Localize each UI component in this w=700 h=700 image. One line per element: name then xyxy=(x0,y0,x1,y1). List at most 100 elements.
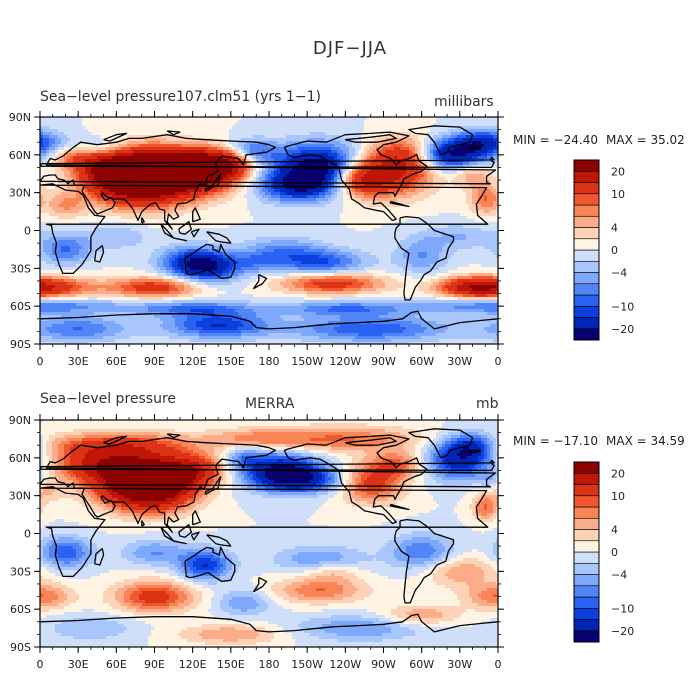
colorbar-label: 4 xyxy=(611,222,618,235)
x-tick-label: 150E xyxy=(217,355,245,368)
colorbar-label: 0 xyxy=(611,244,618,257)
coastline xyxy=(173,237,187,242)
coastline xyxy=(94,244,105,263)
colorbar-label: 20 xyxy=(611,467,625,480)
x-tick-label: 0 xyxy=(495,355,502,368)
colorbar-swatch xyxy=(573,607,600,620)
colorbar-label: −10 xyxy=(611,300,634,313)
coastline xyxy=(345,134,397,143)
coastline xyxy=(178,221,193,235)
coastline xyxy=(204,476,222,495)
pressure-field xyxy=(40,420,498,647)
x-tick-label: 60W xyxy=(409,355,434,368)
coastline xyxy=(166,433,181,439)
coastline xyxy=(204,173,222,192)
colorbar-swatch xyxy=(573,585,600,598)
x-tick-label: 90W xyxy=(371,658,396,671)
coastline xyxy=(40,183,489,275)
y-tick-label: 90S xyxy=(10,338,31,351)
x-tick-label: 120W xyxy=(329,658,361,671)
colorbar-label: −20 xyxy=(611,625,634,638)
colorbar-swatch xyxy=(573,461,600,474)
x-tick-label: 60E xyxy=(106,658,127,671)
coastline xyxy=(178,524,193,538)
y-tick-label: 0 xyxy=(24,225,31,238)
colorbar-label: −20 xyxy=(611,323,634,336)
colorbar-swatch xyxy=(573,574,600,587)
y-tick-label: 90S xyxy=(10,641,31,654)
x-tick-label: 120E xyxy=(179,658,207,671)
coastline xyxy=(283,131,428,222)
x-tick-label: 120E xyxy=(179,355,207,368)
coastline xyxy=(408,428,474,459)
coastline xyxy=(141,217,145,224)
coastline xyxy=(173,540,187,545)
y-tick-label: 60S xyxy=(10,603,31,616)
coastline xyxy=(166,130,181,136)
x-tick-label: 60W xyxy=(409,658,434,671)
y-tick-label: 60N xyxy=(9,149,31,162)
coastline xyxy=(469,449,481,454)
x-tick-label: 90E xyxy=(144,355,165,368)
colorbar-swatch xyxy=(573,506,600,519)
x-tick-label: 90E xyxy=(144,658,165,671)
colorbar-label: 20 xyxy=(611,165,625,178)
coastline xyxy=(345,437,397,446)
x-tick-label: 30E xyxy=(68,658,89,671)
colorbar-label: 10 xyxy=(611,490,625,503)
x-tick-label: 150W xyxy=(291,355,323,368)
colorbar-swatch xyxy=(573,472,600,485)
coastline xyxy=(40,459,495,472)
panel1-min-label: MIN = −24.40 xyxy=(513,133,598,147)
x-tick-label: 90W xyxy=(371,355,396,368)
colorbar-swatch xyxy=(573,551,600,564)
colorbar-swatch xyxy=(573,529,600,542)
x-tick-label: 60E xyxy=(106,355,127,368)
colorbar-label: 10 xyxy=(611,188,625,201)
y-tick-label: 30N xyxy=(9,187,31,200)
colorbar-label: −4 xyxy=(611,267,627,280)
y-tick-label: 90N xyxy=(9,414,31,427)
colorbar-swatch xyxy=(573,495,600,508)
colorbar-swatch xyxy=(573,562,600,575)
colorbar-swatch xyxy=(573,596,600,609)
colorbar-label: 0 xyxy=(611,546,618,559)
coastline xyxy=(408,125,474,156)
panel2-min-label: MIN = −17.10 xyxy=(513,434,598,448)
x-tick-label: 0 xyxy=(495,658,502,671)
coastline xyxy=(40,613,498,633)
coastline xyxy=(283,434,428,525)
figure-title: DJF−JJA xyxy=(0,38,700,59)
x-tick-label: 120W xyxy=(329,355,361,368)
coastline xyxy=(253,274,268,290)
x-tick-label: 180 xyxy=(259,658,280,671)
coastline xyxy=(394,518,455,604)
coastline xyxy=(389,200,410,208)
panel1-title: Sea−level pressure107.clm51 (yrs 1−1) xyxy=(40,89,321,105)
colorbar-swatch xyxy=(573,484,600,497)
panel1-colorbar: 20 10 4 0 −4 −10 −20 xyxy=(573,159,634,341)
coastline xyxy=(40,134,497,230)
colorbar-swatch xyxy=(573,619,600,632)
y-tick-label: 30N xyxy=(9,490,31,503)
coastline xyxy=(389,503,410,511)
coastline xyxy=(184,546,236,583)
y-tick-label: 30S xyxy=(10,262,31,275)
coastline xyxy=(469,146,481,151)
colorbar-label: −4 xyxy=(611,569,627,582)
panel1-max-label: MAX = 35.02 xyxy=(606,133,685,147)
coastline xyxy=(40,486,489,578)
panel1-map: 0 30E 60E 90E 120E 150E 180 150W 120W 90W 60W 30W 09… xyxy=(9,111,504,368)
y-tick-label: 0 xyxy=(24,528,31,541)
colorbar-swatch xyxy=(573,630,600,643)
panel2-units: mb xyxy=(476,396,499,412)
y-tick-label: 90N xyxy=(9,111,31,124)
colorbar-swatch xyxy=(573,517,600,530)
x-tick-label: 0 xyxy=(37,355,44,368)
coastline xyxy=(40,310,498,330)
coastline xyxy=(190,228,200,238)
panel2-colorbar: 20 10 4 0 −4 −10 −20 xyxy=(573,461,634,643)
y-tick-label: 60N xyxy=(9,452,31,465)
x-tick-label: 0 xyxy=(37,658,44,671)
